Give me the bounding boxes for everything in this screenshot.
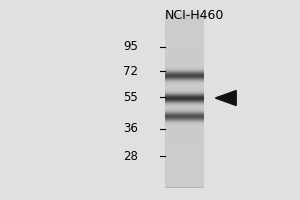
Text: 28: 28 <box>123 150 138 163</box>
Text: 36: 36 <box>123 122 138 135</box>
Polygon shape <box>215 91 236 106</box>
Text: NCI-H460: NCI-H460 <box>165 9 224 22</box>
Text: 72: 72 <box>123 65 138 78</box>
Bar <box>165 13 203 187</box>
Text: 55: 55 <box>123 91 138 104</box>
Text: 95: 95 <box>123 40 138 53</box>
